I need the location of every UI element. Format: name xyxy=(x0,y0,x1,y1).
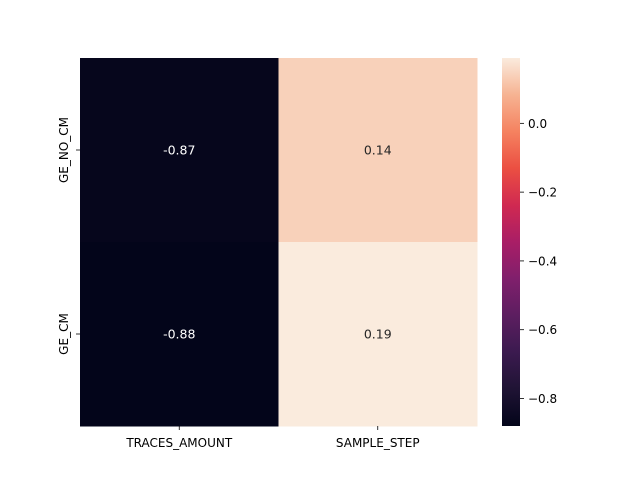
colorbar-tick-label: 0.0 xyxy=(528,117,547,131)
cell-value-label: -0.88 xyxy=(163,327,195,342)
colorbar-tick-label: −0.2 xyxy=(528,186,557,200)
colorbar-tick-label: −0.8 xyxy=(528,392,557,406)
heatmap-cells xyxy=(80,58,478,427)
heatmap-cell xyxy=(278,58,478,243)
x-tick-label: SAMPLE_STEP xyxy=(336,436,420,450)
y-tick-label: GE_CM xyxy=(57,313,71,355)
colorbar: 0.0 −0.2 −0.4 −0.6 −0.8 xyxy=(502,58,557,426)
heatmap-cell-labels: -0.87 0.14 -0.88 0.19 xyxy=(163,143,392,342)
x-tick-label: TRACES_AMOUNT xyxy=(125,436,233,450)
heatmap-cell xyxy=(80,58,279,243)
heatmap-cell xyxy=(278,242,478,427)
cell-value-label: 0.14 xyxy=(364,143,392,158)
colorbar-gradient xyxy=(502,58,520,426)
y-tick-label: GE_NO_CM xyxy=(57,117,71,183)
x-axis: TRACES_AMOUNT SAMPLE_STEP xyxy=(125,426,420,450)
y-axis: GE_NO_CM GE_CM xyxy=(57,117,80,355)
cell-value-label: -0.87 xyxy=(163,143,195,158)
cell-value-label: 0.19 xyxy=(364,327,392,342)
colorbar-tick-label: −0.4 xyxy=(528,254,557,268)
heatmap-cell xyxy=(80,242,279,427)
colorbar-tick-label: −0.6 xyxy=(528,323,557,337)
